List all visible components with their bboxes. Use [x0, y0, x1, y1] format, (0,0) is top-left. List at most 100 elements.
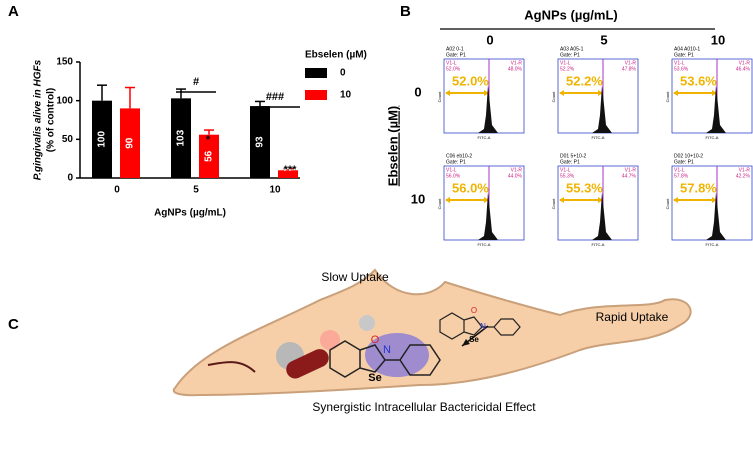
x-tick-label: 5 — [193, 185, 199, 196]
sample-name: C06 eb10-2 — [446, 153, 472, 159]
gate-pct: 52.0% — [446, 66, 461, 72]
atom: N — [480, 322, 486, 331]
row-label: 0 — [414, 84, 421, 99]
gate-pct: 56.0% — [446, 173, 461, 179]
gate-pct: 47.8% — [622, 66, 637, 72]
gate-name: V1-L — [446, 167, 457, 173]
sample-name: D01 5+10-2 — [560, 153, 586, 159]
arrowheads — [673, 197, 717, 203]
arrowheads — [559, 197, 603, 203]
bacterium — [286, 349, 329, 379]
gate-label: Gate: P1 — [674, 159, 694, 165]
nanoparticle — [359, 315, 375, 331]
gate-label: Gate: P1 — [446, 159, 466, 165]
gate-pct: 44.0% — [508, 173, 523, 179]
big-pct: 53.6% — [680, 73, 717, 88]
flow-title: AgNPs (µg/mL) — [524, 7, 617, 22]
x-axis-label: AgNPs (µg/mL) — [154, 208, 226, 219]
axis-name: FITC-A — [478, 242, 491, 247]
value-label: 103 — [176, 129, 187, 146]
atom: Se — [469, 335, 479, 344]
gate-label: Gate: P1 — [560, 52, 580, 58]
gate-name: V1-R — [739, 60, 751, 66]
gate-label: Gate: P1 — [446, 52, 466, 58]
gate-name: V1-L — [560, 167, 571, 173]
axis-name: Count — [665, 198, 670, 210]
bar — [199, 134, 219, 178]
axis-name: Count — [437, 91, 442, 103]
gate-name: V1-L — [674, 167, 685, 173]
big-pct: 56.0% — [452, 180, 489, 195]
legend-label: 10 — [340, 90, 352, 101]
histogram — [706, 192, 726, 240]
big-pct: 52.2% — [566, 73, 603, 88]
histogram — [592, 192, 612, 240]
x-tick-label: 10 — [269, 185, 281, 196]
row-label: 10 — [411, 191, 425, 206]
particle-complex — [365, 333, 429, 377]
legend-swatch — [305, 68, 327, 78]
gate-name: V1-L — [674, 60, 685, 66]
y-tick-label: 50 — [62, 134, 74, 145]
histogram — [592, 85, 612, 133]
x-tick-label: 0 — [114, 185, 120, 196]
gate-pct: 42.2% — [736, 173, 751, 179]
label: Slow Uptake — [321, 270, 389, 284]
value-label: 10 — [283, 160, 294, 172]
value-label: 90 — [125, 137, 136, 149]
legend-title: Ebselen (µM) — [305, 50, 367, 61]
molecule-small — [439, 312, 521, 340]
label: Rapid Uptake — [596, 310, 669, 324]
atom: O — [371, 334, 380, 346]
column-label: 10 — [711, 32, 725, 47]
column-label: 5 — [600, 32, 607, 47]
arrowheads — [445, 90, 489, 96]
axis-name: FITC-A — [592, 242, 605, 247]
annotation: ### — [266, 91, 284, 103]
axis-name: FITC-A — [478, 135, 491, 140]
sample-name: A03 A05-1 — [560, 46, 584, 52]
sample-name: A02 0-1 — [446, 46, 464, 52]
axis-name: Count — [551, 91, 556, 103]
molecule — [329, 340, 441, 378]
flagellum — [207, 361, 256, 373]
caption: Synergistic Intracellular Bactericidal E… — [312, 400, 536, 414]
gate-name: V1-L — [560, 60, 571, 66]
gate-name: V1-R — [739, 167, 751, 173]
arrowheads — [445, 197, 489, 203]
bar — [120, 108, 140, 178]
y-axis-label: (% of control) — [46, 88, 57, 152]
row-title: Ebselen (µM) — [385, 106, 400, 186]
histogram — [478, 85, 498, 133]
legend-label: 0 — [340, 68, 346, 79]
sample-name: D02 10+10-2 — [674, 153, 703, 159]
arrowheads — [673, 90, 717, 96]
column-label: 0 — [486, 32, 493, 47]
atom: Se — [368, 372, 381, 384]
gate-pct: 53.6% — [674, 66, 689, 72]
big-pct: 55.3% — [566, 180, 603, 195]
gate-name: V1-R — [625, 60, 637, 66]
bar — [171, 98, 191, 178]
y-tick-label: 100 — [56, 95, 73, 106]
panel-label: C — [8, 316, 19, 333]
value-label: 93 — [255, 136, 266, 148]
bar — [92, 100, 112, 178]
gate-name: V1-L — [446, 60, 457, 66]
axis-name: FITC-A — [592, 135, 605, 140]
gate-pct: 46.4% — [736, 66, 751, 72]
atom: N — [383, 344, 391, 356]
axis-name: Count — [665, 91, 670, 103]
atom: O — [471, 306, 477, 315]
gate-name: V1-R — [625, 167, 637, 173]
panel-label: A — [8, 3, 19, 20]
histogram — [706, 85, 726, 133]
bar — [250, 106, 270, 178]
gate-pct: 48.0% — [508, 66, 523, 72]
glow — [320, 330, 340, 350]
gate-pct: 55.3% — [560, 173, 575, 179]
annotation: * — [206, 134, 211, 146]
arrowhead — [462, 339, 470, 346]
axis-name: Count — [551, 198, 556, 210]
